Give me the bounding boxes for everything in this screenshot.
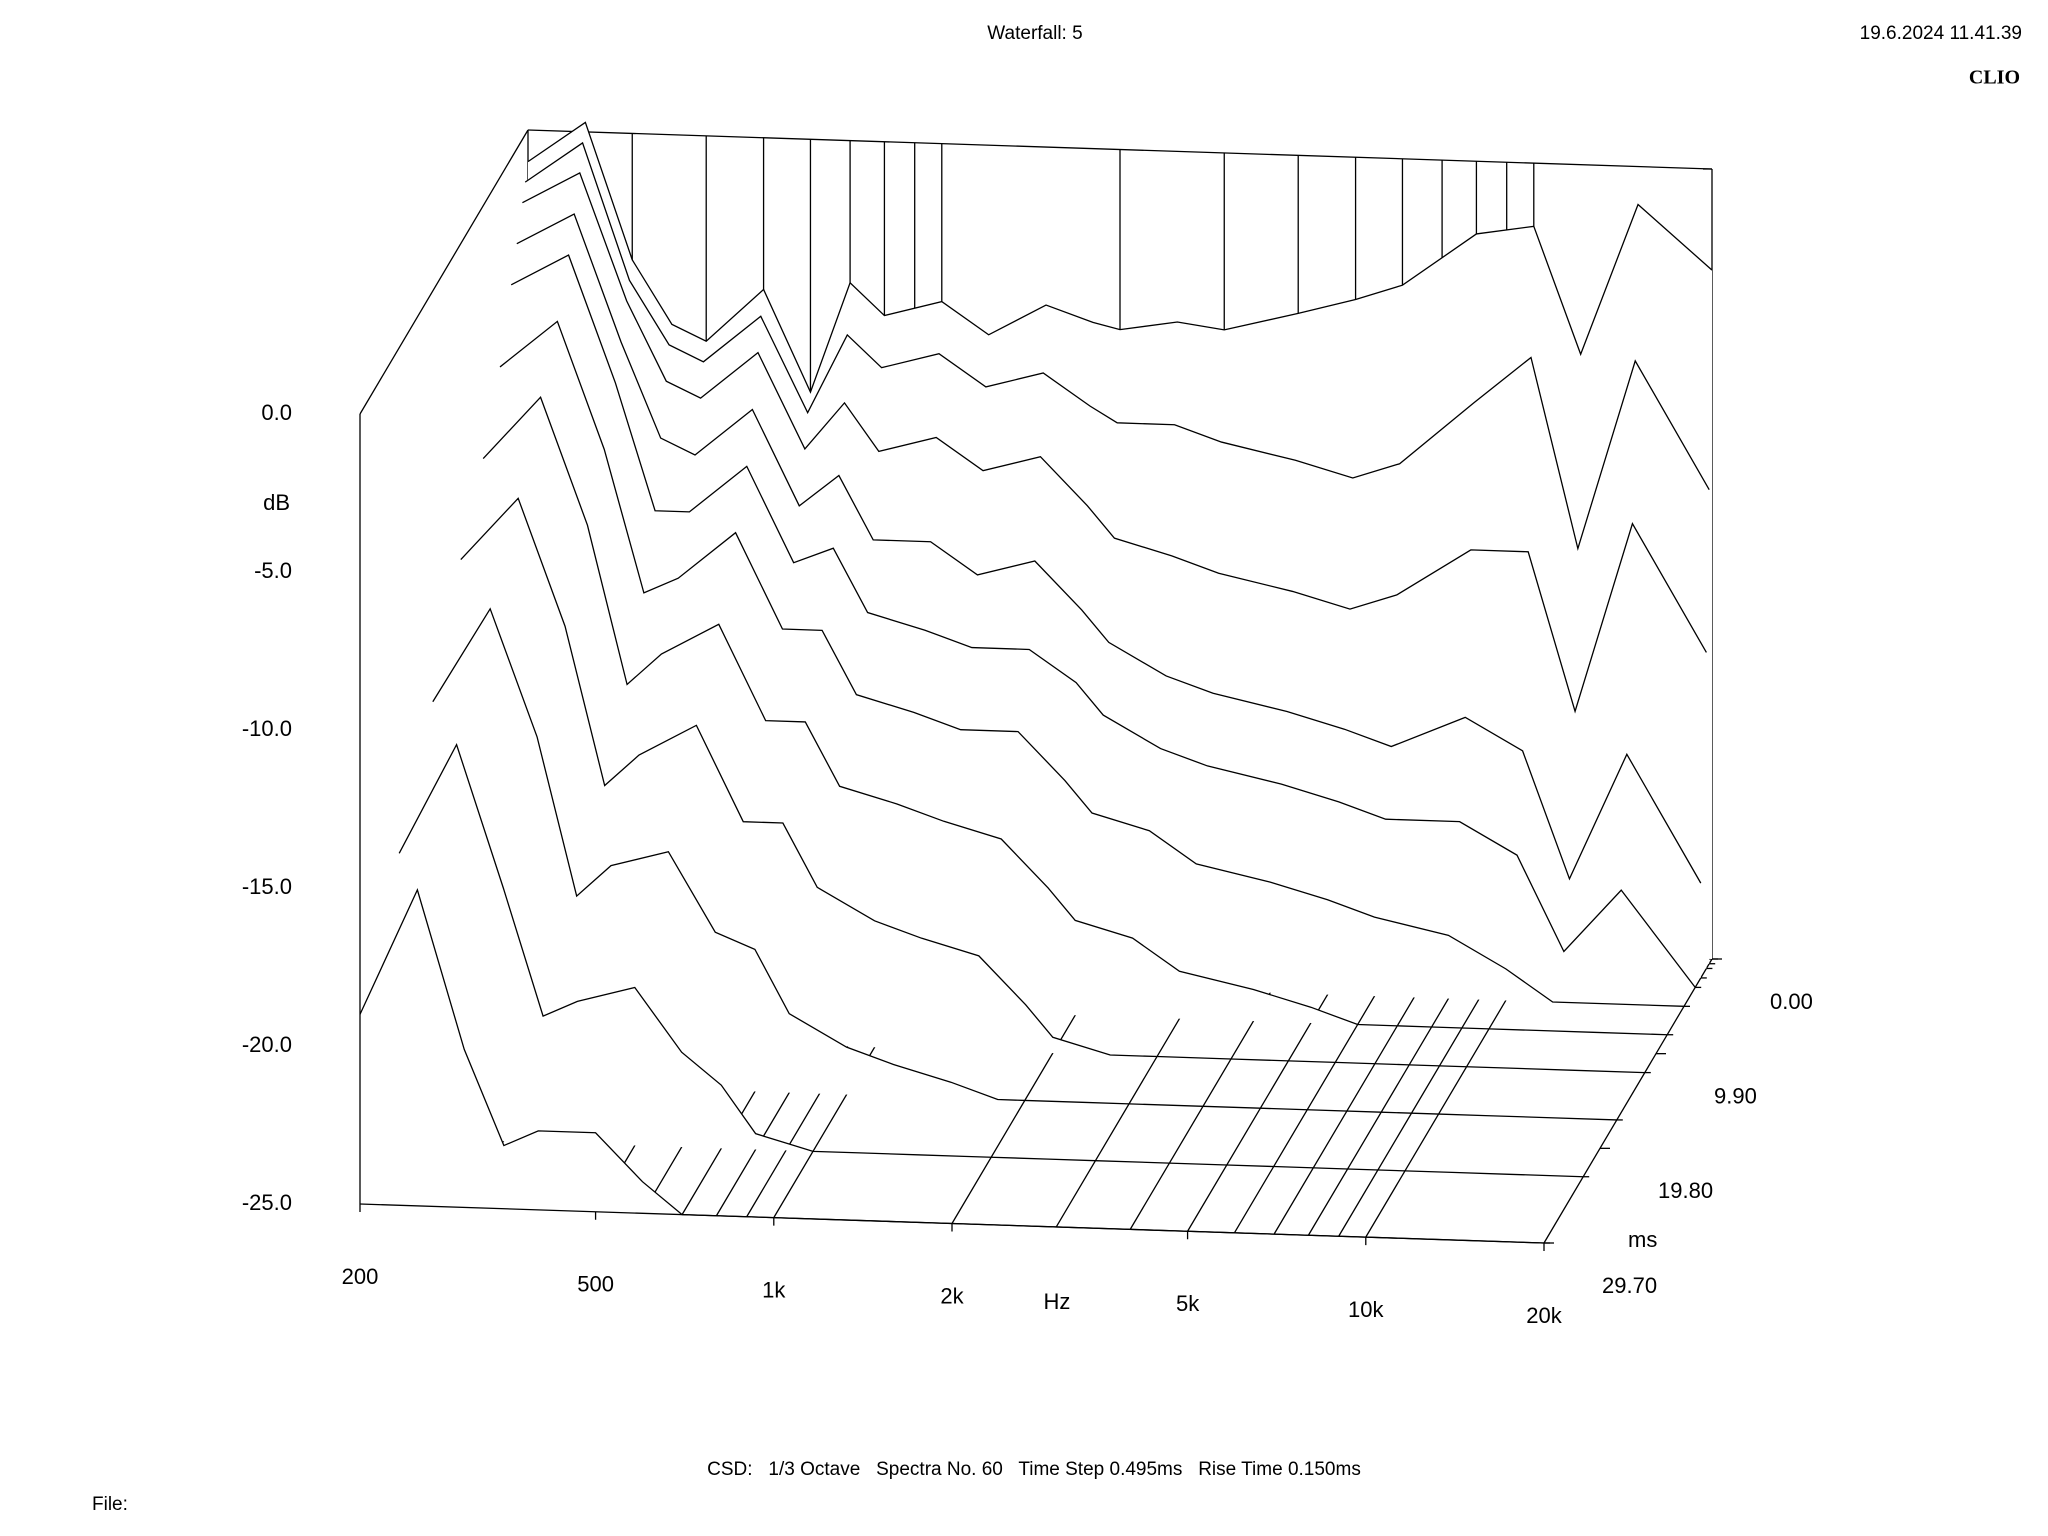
- x-axis-label: Hz: [1044, 1289, 1071, 1314]
- y-tick-label: -25.0: [242, 1190, 292, 1215]
- spectrum-line: [522, 172, 1707, 714]
- y-tick-label: -10.0: [242, 716, 292, 741]
- spectrum-line: [510, 254, 1696, 988]
- z-tick-label: 19.80: [1658, 1178, 1713, 1203]
- x-tick-label: 1k: [762, 1277, 786, 1302]
- spectrum-line: [527, 121, 1713, 394]
- x-tick-label: 200: [342, 1264, 379, 1289]
- z-tick-label: 29.70: [1602, 1273, 1657, 1298]
- y-axis-label: dB: [263, 490, 290, 515]
- slice-mask: [432, 608, 1617, 1120]
- spectrum-line: [524, 141, 1710, 552]
- slice-mask: [399, 744, 1584, 1177]
- y-tick-label: -15.0: [242, 874, 292, 899]
- spectrum-line: [398, 742, 1584, 1178]
- slice-mask: [460, 498, 1645, 1073]
- spectrum-line: [460, 497, 1645, 1074]
- floor-grid-line: [1365, 952, 1535, 1238]
- x-tick-label: 500: [577, 1272, 614, 1297]
- y-tick-label: 0.0: [261, 400, 292, 425]
- z-tick-label: 9.90: [1714, 1083, 1757, 1108]
- z-axis-label: ms: [1628, 1227, 1657, 1252]
- caption: CSD: 1/3 Octave Spectra No. 60 Time Step…: [707, 1459, 1361, 1480]
- floor-grid-line: [1307, 950, 1477, 1236]
- y-tick-label: -5.0: [254, 558, 292, 583]
- spectrum-line: [432, 607, 1617, 1121]
- brand: CLIO: [1969, 67, 2020, 89]
- x-tick-label: 2k: [940, 1283, 964, 1308]
- y-tick-label: -20.0: [242, 1032, 292, 1057]
- left-wall-top: [359, 129, 529, 415]
- timestamp: 19.6.2024 11.41.39: [1860, 23, 2022, 44]
- x-tick-label: 10k: [1348, 1297, 1384, 1322]
- floor-grid-line: [1233, 948, 1404, 1234]
- spectrum-line: [482, 396, 1668, 1036]
- spectrum-line: [499, 320, 1685, 1007]
- front-bottom-edge: [359, 1203, 1545, 1244]
- x-tick-label: 20k: [1526, 1303, 1562, 1328]
- file-label: File:: [92, 1494, 128, 1515]
- chart-title: Waterfall: 5: [987, 23, 1082, 44]
- x-tick-label: 5k: [1176, 1291, 1200, 1316]
- spectrum-line: [516, 213, 1702, 884]
- floor-grid-line: [1338, 951, 1508, 1237]
- z-tick-label: 0.00: [1770, 989, 1813, 1014]
